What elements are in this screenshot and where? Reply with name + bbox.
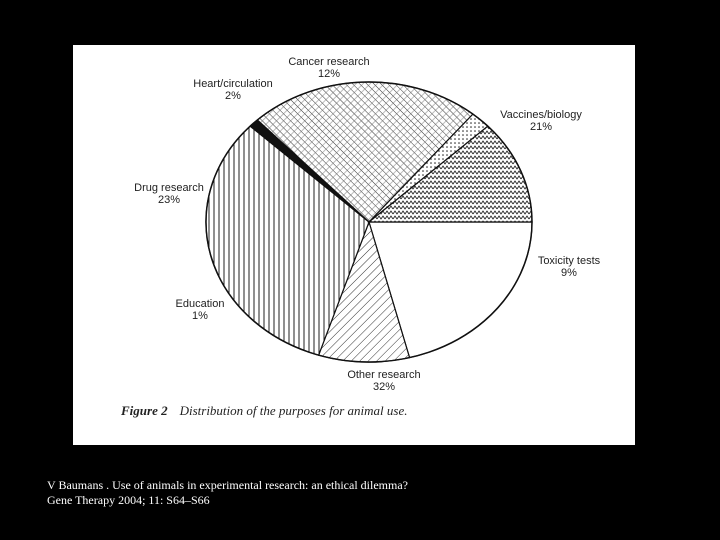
- figure-caption: Figure 2 Distribution of the purposes fo…: [120, 402, 407, 419]
- slice-label-cancer-research: Cancer research: [288, 56, 369, 68]
- slice-label-other-research: Other research: [347, 369, 420, 381]
- citation: V Baumans . Use of animals in experiment…: [47, 478, 408, 508]
- slice-value-vaccines-biology: 21%: [530, 121, 552, 133]
- slice-label-heart-circulation: Heart/circulation: [193, 78, 272, 90]
- figure-caption-label: Figure 2: [120, 403, 168, 418]
- slice-label-vaccines-biology: Vaccines/biology: [500, 109, 582, 121]
- pie-slices: [205, 81, 533, 363]
- slice-label-toxicity-tests: Toxicity tests: [538, 255, 601, 267]
- pie-outline: [205, 81, 533, 363]
- figure-panel: Vaccines/biology 21% Toxicity tests 9% Other…: [73, 45, 635, 445]
- figure-caption-text: Distribution of the purposes for animal …: [179, 403, 408, 418]
- slice-value-other-research: 32%: [373, 381, 395, 393]
- slice-value-heart-circulation: 2%: [225, 90, 241, 102]
- citation-line-2: Gene Therapy 2004; 11: S64–S66: [47, 493, 210, 507]
- slice-value-cancer-research: 12%: [318, 68, 340, 80]
- slice-value-toxicity-tests: 9%: [561, 267, 577, 279]
- slice-label-drug-research: Drug research: [134, 182, 204, 194]
- slice-value-education: 1%: [192, 310, 208, 322]
- citation-line-1: V Baumans . Use of animals in experiment…: [47, 478, 408, 492]
- slice-label-education: Education: [176, 298, 225, 310]
- slice-value-drug-research: 23%: [158, 194, 180, 206]
